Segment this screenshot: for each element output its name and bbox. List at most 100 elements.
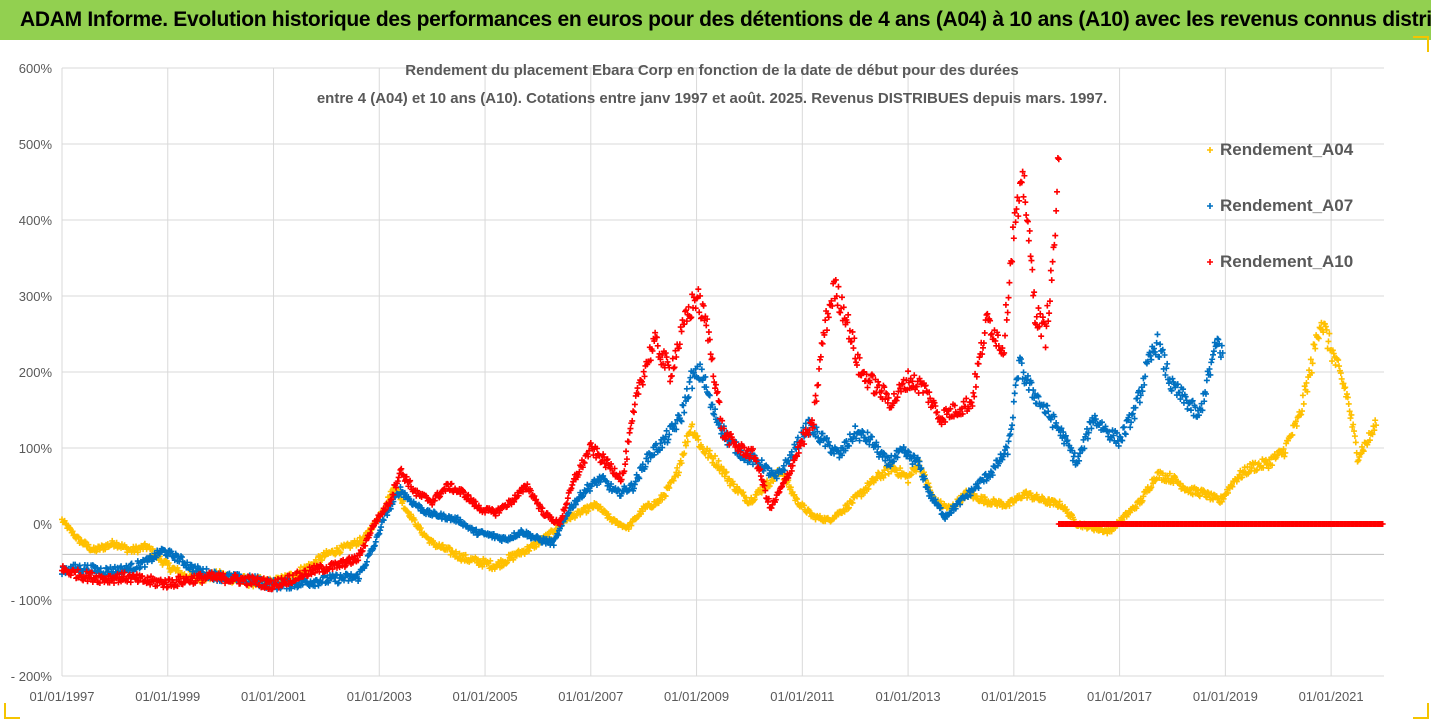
data-point — [750, 497, 757, 504]
data-point — [1010, 398, 1017, 405]
data-point — [1300, 400, 1307, 407]
data-point — [897, 465, 904, 472]
data-point — [819, 340, 826, 347]
x-tick-label: 01/01/2021 — [1299, 689, 1364, 704]
data-point — [1068, 511, 1075, 518]
data-point — [683, 385, 690, 392]
data-point — [1345, 400, 1352, 407]
data-point — [627, 425, 634, 432]
data-point — [141, 563, 148, 570]
x-tick-label: 01/01/2019 — [1193, 689, 1258, 704]
data-point — [1373, 422, 1380, 429]
legend: Rendement_A04 Rendement_A07 Rendement_A10 — [1207, 140, 1354, 271]
data-point — [681, 409, 688, 416]
legend-entry-A04: Rendement_A04 — [1220, 140, 1354, 159]
data-point — [721, 473, 728, 480]
data-point — [1006, 502, 1013, 509]
data-point — [1054, 154, 1061, 161]
data-point — [1309, 360, 1316, 367]
data-point — [907, 472, 914, 479]
data-point — [1024, 217, 1031, 224]
data-point — [630, 409, 637, 416]
data-point — [742, 494, 749, 501]
data-point — [1047, 267, 1054, 274]
data-point — [845, 505, 852, 512]
data-point — [1239, 474, 1246, 481]
legend-marker — [1207, 203, 1213, 209]
data-point — [167, 549, 174, 556]
data-point — [1026, 227, 1033, 234]
x-tick-label: 01/01/1999 — [135, 689, 200, 704]
data-point — [1315, 335, 1322, 342]
data-point — [1203, 377, 1210, 384]
data-point — [318, 557, 325, 564]
data-point — [503, 560, 510, 567]
data-point — [816, 365, 823, 372]
data-point — [1298, 411, 1305, 418]
data-point — [671, 364, 678, 371]
data-point — [1254, 466, 1261, 473]
data-point — [817, 353, 824, 360]
chart-title-line-1: Rendement du placement Ebara Corp en fon… — [405, 62, 1018, 79]
y-tick-label: - 200% — [11, 669, 53, 684]
data-point — [411, 516, 418, 523]
data-point — [1127, 509, 1134, 516]
data-point — [626, 429, 633, 436]
data-point — [1042, 344, 1049, 351]
data-point — [1366, 437, 1373, 444]
data-point — [911, 372, 918, 379]
x-tick-label: 01/01/2001 — [241, 689, 306, 704]
data-point — [740, 489, 747, 496]
data-point — [1133, 505, 1140, 512]
data-point — [127, 561, 134, 568]
data-point — [1018, 495, 1025, 502]
data-point — [1210, 351, 1217, 358]
data-point — [1053, 207, 1060, 214]
data-point — [1121, 424, 1128, 431]
data-point — [452, 548, 459, 555]
report-banner: ADAM Informe. Evolution historique des p… — [0, 0, 1431, 40]
data-point — [1336, 363, 1343, 370]
data-point — [654, 342, 661, 349]
data-point — [321, 553, 328, 560]
data-series — [59, 154, 1386, 593]
chart: 600% 500% 400% 300% 200% 100% 0% - 100% - 200% 01… — [11, 61, 1386, 704]
data-point — [1023, 212, 1030, 219]
data-point — [1005, 438, 1012, 445]
data-point — [791, 491, 798, 498]
data-point — [674, 464, 681, 471]
data-point — [1046, 310, 1053, 317]
x-tick-label: 01/01/2011 — [770, 689, 834, 704]
data-point — [628, 522, 635, 529]
data-point — [336, 550, 343, 557]
data-point — [149, 545, 156, 552]
data-point — [794, 496, 801, 503]
data-point — [439, 541, 446, 548]
data-point — [1215, 336, 1222, 343]
data-point — [1299, 408, 1306, 415]
data-point — [1326, 330, 1333, 337]
data-point — [816, 512, 823, 519]
data-point — [770, 478, 777, 485]
data-point — [1308, 369, 1315, 376]
data-point — [715, 457, 722, 464]
data-point — [1307, 356, 1314, 363]
data-point — [641, 373, 648, 380]
data-point — [696, 309, 703, 316]
data-point — [835, 283, 842, 290]
data-point — [686, 378, 693, 385]
data-point — [639, 508, 646, 515]
data-point — [710, 373, 717, 380]
data-point — [934, 409, 941, 416]
data-point — [1269, 462, 1276, 469]
data-point — [1312, 345, 1319, 352]
x-tick-label: 01/01/1997 — [29, 689, 94, 704]
data-point — [751, 496, 758, 503]
y-tick-label: 600% — [19, 61, 53, 76]
data-point — [69, 528, 76, 535]
data-point — [708, 356, 715, 363]
data-point — [1341, 385, 1348, 392]
data-point — [1002, 443, 1009, 450]
data-point — [144, 558, 151, 565]
